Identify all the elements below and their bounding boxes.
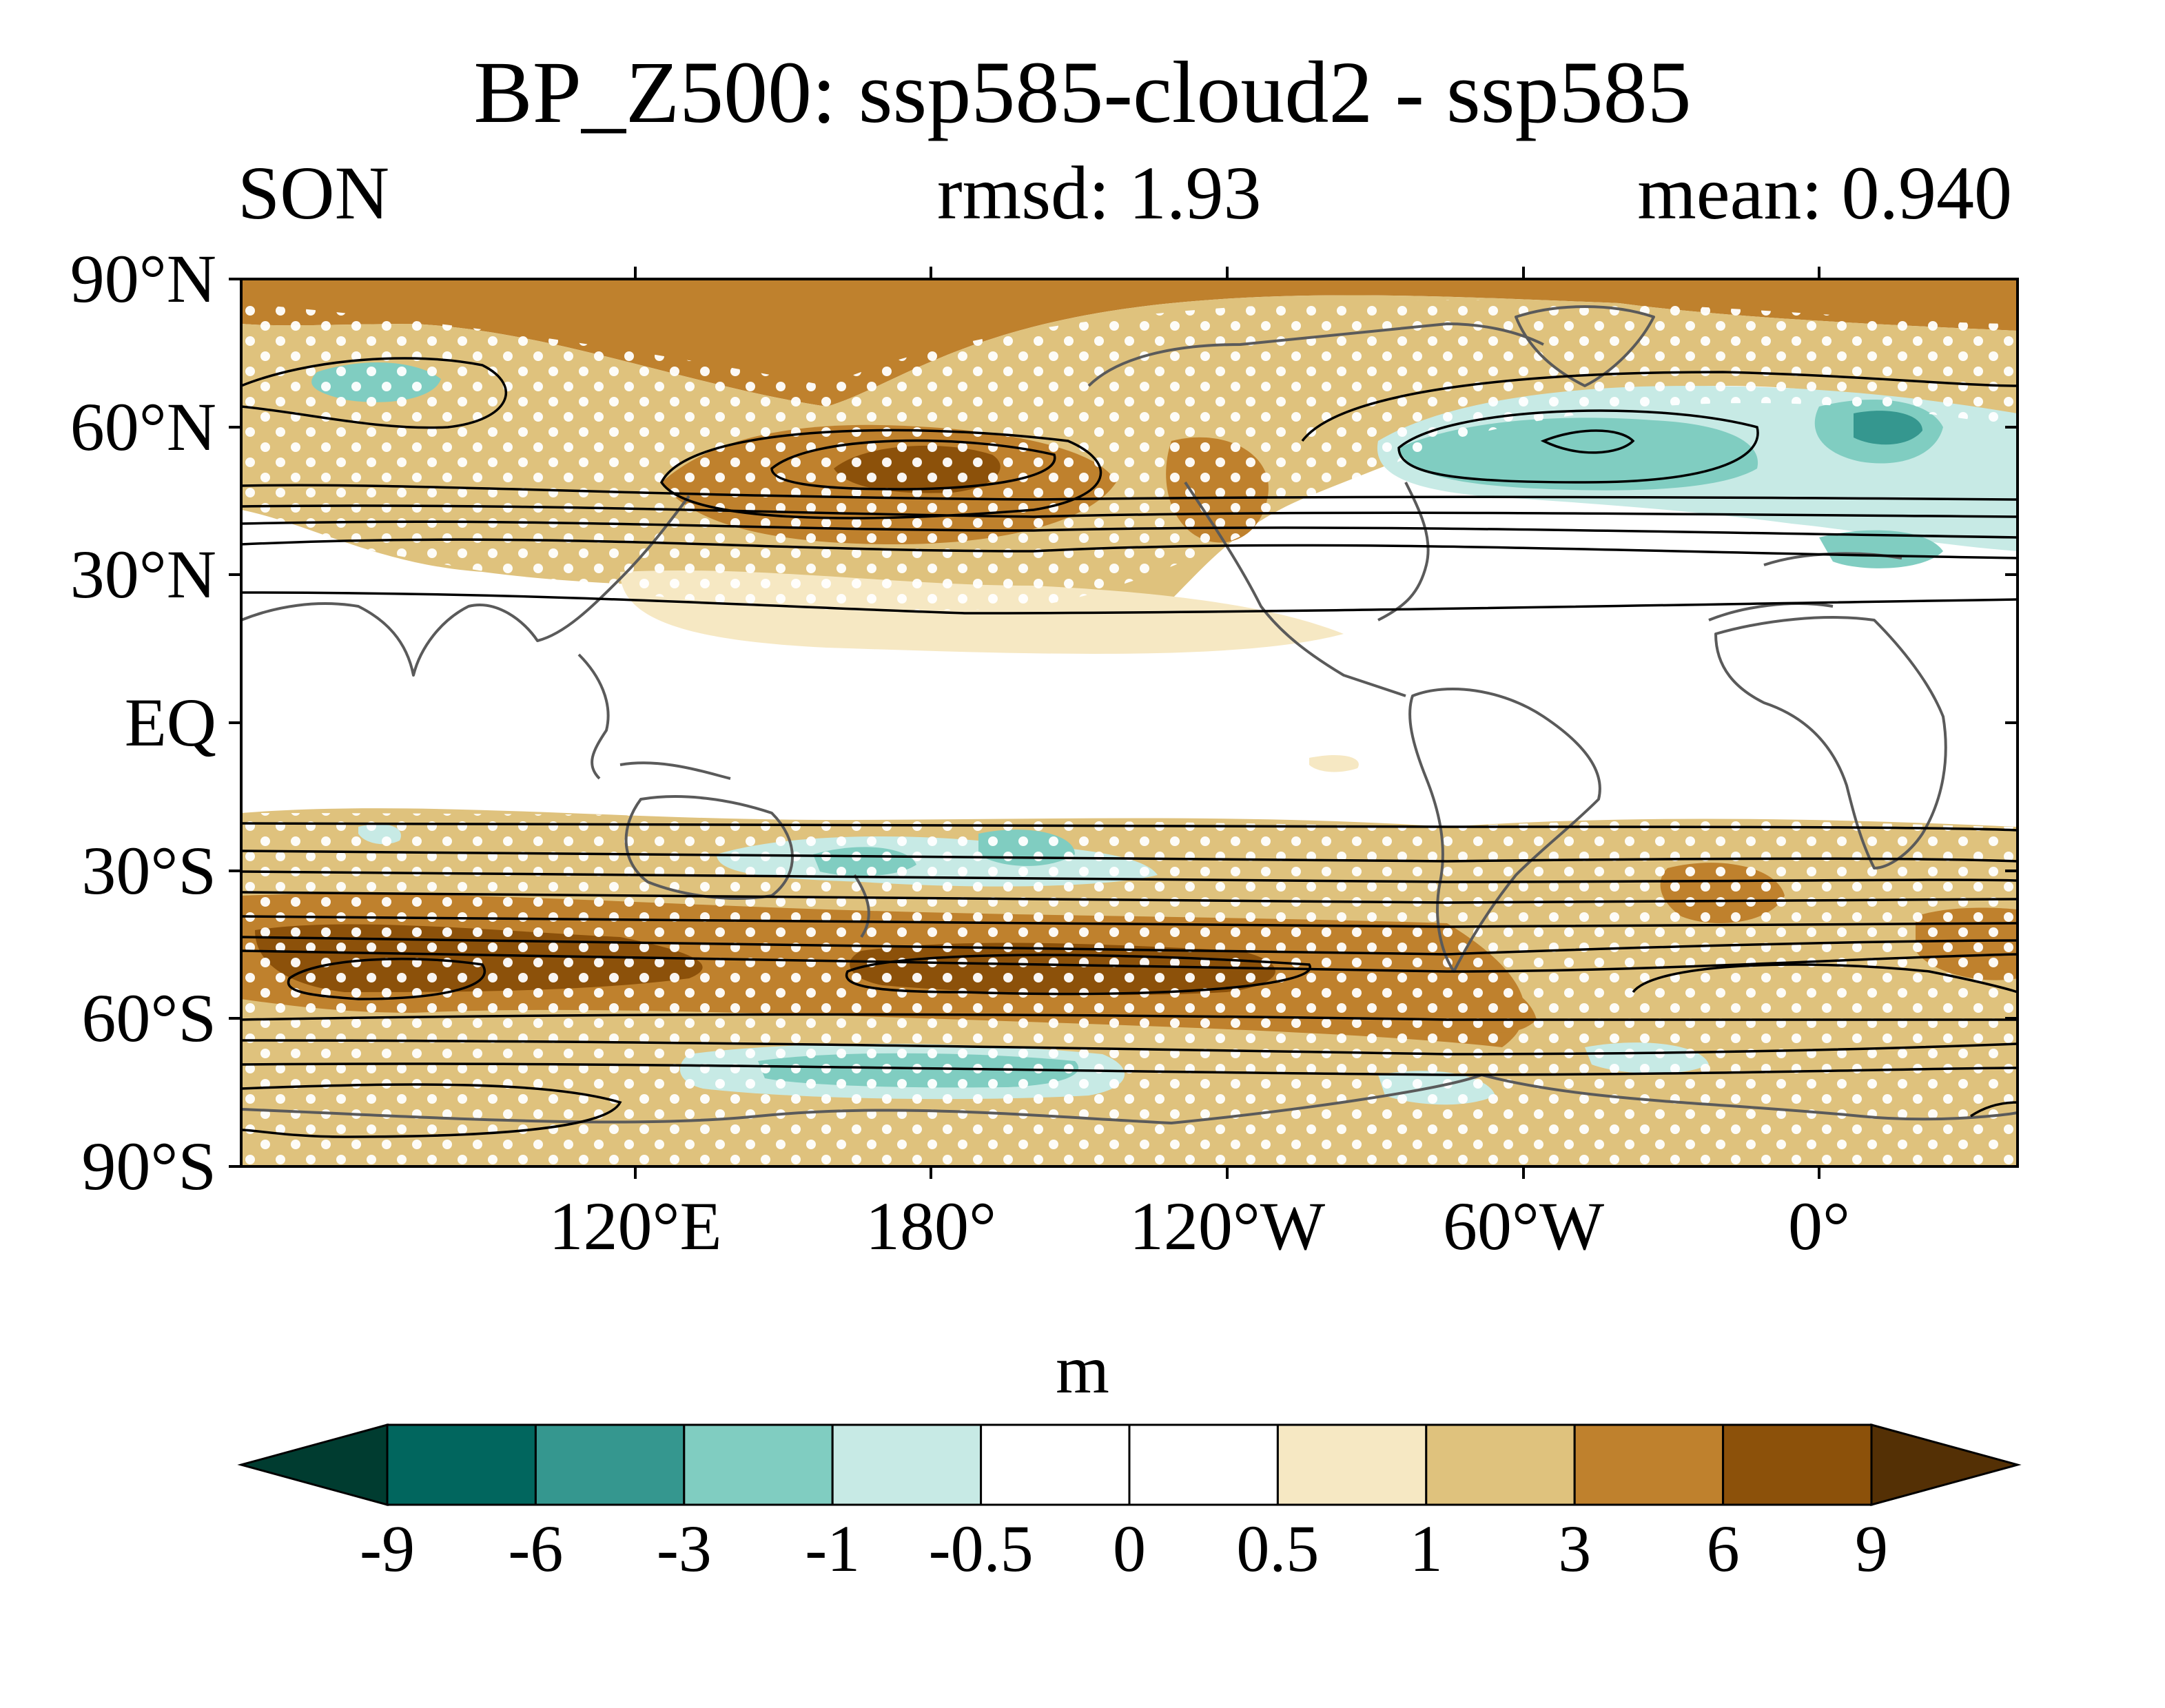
colorbar-swatch: [1573, 1423, 1725, 1506]
map-panel: [241, 279, 2018, 1166]
colorbar-min-extension: [237, 1423, 389, 1506]
colorbar-tick-label: -6: [508, 1512, 564, 1585]
lon-label-120w: 120°W: [1129, 1188, 1326, 1264]
lat-label-60n: 60°N: [70, 389, 216, 465]
contour-layer: [241, 357, 2018, 1138]
colorbar-swatch: [386, 1423, 537, 1506]
mean-label: mean: 0.940: [1637, 151, 2012, 235]
colorbar-swatch: [1722, 1423, 1873, 1506]
colorbar-tick-label: -1: [805, 1512, 861, 1585]
coastline-layer: [241, 305, 2018, 1124]
lat-label-30s: 30°S: [81, 832, 216, 909]
colorbar-tick-label: 3: [1558, 1512, 1592, 1585]
colorbar-tick-label: 0.5: [1236, 1512, 1320, 1585]
lat-label-60s: 60°S: [81, 980, 216, 1056]
colorbar-tick-label: -9: [360, 1512, 415, 1585]
colorbar-swatch: [980, 1423, 1131, 1506]
colorbar-tick-label: 9: [1855, 1512, 1888, 1585]
colorbar-swatch: [831, 1423, 983, 1506]
colorbar: [237, 1423, 2022, 1506]
colorbar-tick-label: -0.5: [928, 1512, 1034, 1585]
colorbar-units: m: [1056, 1331, 1109, 1408]
colorbar-swatch: [683, 1423, 834, 1506]
lat-label-30n: 30°N: [70, 536, 216, 613]
season-label: SON: [238, 151, 390, 235]
colorbar-swatch: [1425, 1423, 1576, 1506]
lon-label-180: 180°: [865, 1188, 996, 1264]
colorbar-swatch: [534, 1423, 686, 1506]
rmsd-label: rmsd: 1.93: [937, 151, 1262, 235]
figure-title: BP_Z500: ssp585-cloud2 - ssp585: [473, 43, 1692, 141]
tick-marks: [229, 267, 2018, 1179]
lat-label-90s: 90°S: [81, 1128, 216, 1204]
lon-label-120e: 120°E: [548, 1188, 722, 1264]
negative-anomaly-region: [1819, 530, 1943, 568]
lat-label-eq: EQ: [124, 684, 216, 761]
negative-anomaly-region: [1854, 411, 1922, 445]
lat-label-90n: 90°N: [70, 240, 216, 317]
colorbar-tick-label: -3: [656, 1512, 712, 1585]
colorbar-swatch: [1276, 1423, 1428, 1506]
lon-label-60w: 60°W: [1442, 1188, 1605, 1264]
lon-label-0: 0°: [1788, 1188, 1850, 1264]
colorbar-tick-label: 1: [1409, 1512, 1443, 1585]
colorbar-max-extension: [1870, 1423, 2022, 1506]
colorbar-swatch: [1128, 1423, 1279, 1506]
negative-anomaly-region: [1399, 418, 1758, 491]
colorbar-tick-label: 6: [1706, 1512, 1740, 1585]
positive-anomaly-region: [1309, 754, 1359, 772]
colorbar-tick-label: 0: [1113, 1512, 1146, 1585]
